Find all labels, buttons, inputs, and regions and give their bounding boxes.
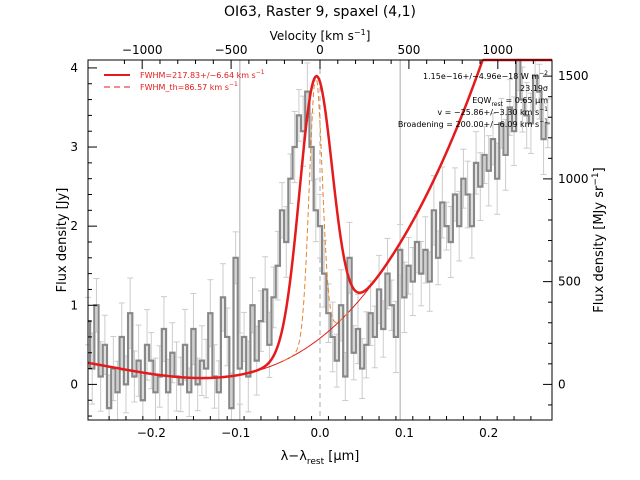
x-axis-label-main: λ−λ [281,449,308,464]
annotation-flux-sup: −2 [539,70,548,77]
right-tick-label: 1500 [558,69,589,83]
y-tick-label: 2 [70,219,78,233]
annotation-velocity-text: v = −25.86+/−3.30 km s [437,108,539,117]
top-axis-label-text: Velocity [km s [270,29,354,43]
annotation-broadening: Broadening = 200.00+/−6.09 km s−1 [398,118,548,129]
legend-label-fwhm-th-text: FWHM_th=86.57 km s [140,83,229,92]
x-axis-label-unit: [μm] [324,449,359,464]
svg-text:Flux density [MJy sr−1]: Flux density [MJy sr−1] [591,167,607,312]
annotation-eqw-text: EQW [472,96,491,105]
y-tick-label: 0 [70,377,78,391]
annotation-eqw: EQWrest = 0.65 μm [472,96,548,108]
top-tick-label: −1000 [122,43,163,57]
y-axis-label-right: Flux density [MJy sr−1] [591,167,607,312]
top-tick-label: 1000 [483,43,514,57]
legend-label-fwhm-th: FWHM_th=86.57 km s−1 [140,81,238,92]
legend-label-fwhm: FWHM=217.83+/−6.64 km s−1 [140,69,265,80]
y-axis-label-right-sup: −1 [591,172,601,185]
annotation-velocity: v = −25.86+/−3.30 km s−1 [437,106,548,117]
annotation-broadening-text: Broadening = 200.00+/−6.09 km s [398,120,539,129]
x-axis-label-sub: rest [307,457,325,467]
annotation-velocity-sup: −1 [539,106,548,113]
annotation-flux: 1.15e−16+/−4.96e−18 W m−2 [423,70,548,81]
y-axis-label-left: Flux density [Jy] [55,188,70,293]
y-axis-label-right-text: Flux density [MJy sr [592,185,607,313]
top-axis-label-end: ] [366,29,371,43]
top-tick-label: 500 [397,43,420,57]
top-axis-label: Velocity [km s−1] [270,28,371,43]
fit-curve [87,58,552,380]
plot-area: −0.2 −0.1 0.0 0.1 0.2 0 1 2 3 4 −1000 −500 0 500 1000 0… [70,43,588,440]
y-axis-label-right-end: ] [592,167,607,172]
right-tick-label: 500 [558,275,581,289]
annotation-flux-text: 1.15e−16+/−4.96e−18 W m [423,72,539,81]
right-tick-label: 1000 [558,172,589,186]
legend-label-fwhm-th-sup: −1 [229,81,238,88]
y-tick-label: 4 [70,61,78,75]
right-tick-label: 0 [558,377,566,391]
chart-title: OI63, Raster 9, spaxel (4,1) [224,4,416,20]
annotation-sigma: 23.19σ [520,84,548,93]
annotation-eqw-sub: rest [491,101,503,108]
annotation-broadening-sup: −1 [539,118,548,125]
x-tick-label: 0.0 [310,426,329,440]
data-histogram [88,58,550,410]
legend-label-fwhm-sup: −1 [256,69,265,76]
annotations: 1.15e−16+/−4.96e−18 W m−2 23.19σ EQWrest… [398,70,548,129]
annotation-eqw-value: = 0.65 μm [503,96,548,105]
top-axis-label-sup: −1 [354,28,366,37]
x-tick-label: −0.2 [137,426,166,440]
legend-label-fwhm-text: FWHM=217.83+/−6.64 km s [140,71,256,80]
x-tick-label: 0.1 [395,426,414,440]
x-tick-label: −0.1 [221,426,250,440]
y-tick-label: 3 [70,140,78,154]
legend: FWHM=217.83+/−6.64 km s−1 FWHM_th=86.57 … [104,69,265,92]
top-tick-label: −500 [215,43,248,57]
x-tick-label: 0.2 [479,426,498,440]
x-axis-label: λ−λrest [μm] [281,449,360,467]
svg-text:Velocity [km s−1]: Velocity [km s−1] [270,28,371,43]
y-tick-label: 1 [70,298,78,312]
top-tick-label: 0 [316,43,324,57]
svg-text:λ−λrest [μm]: λ−λrest [μm] [281,449,360,467]
